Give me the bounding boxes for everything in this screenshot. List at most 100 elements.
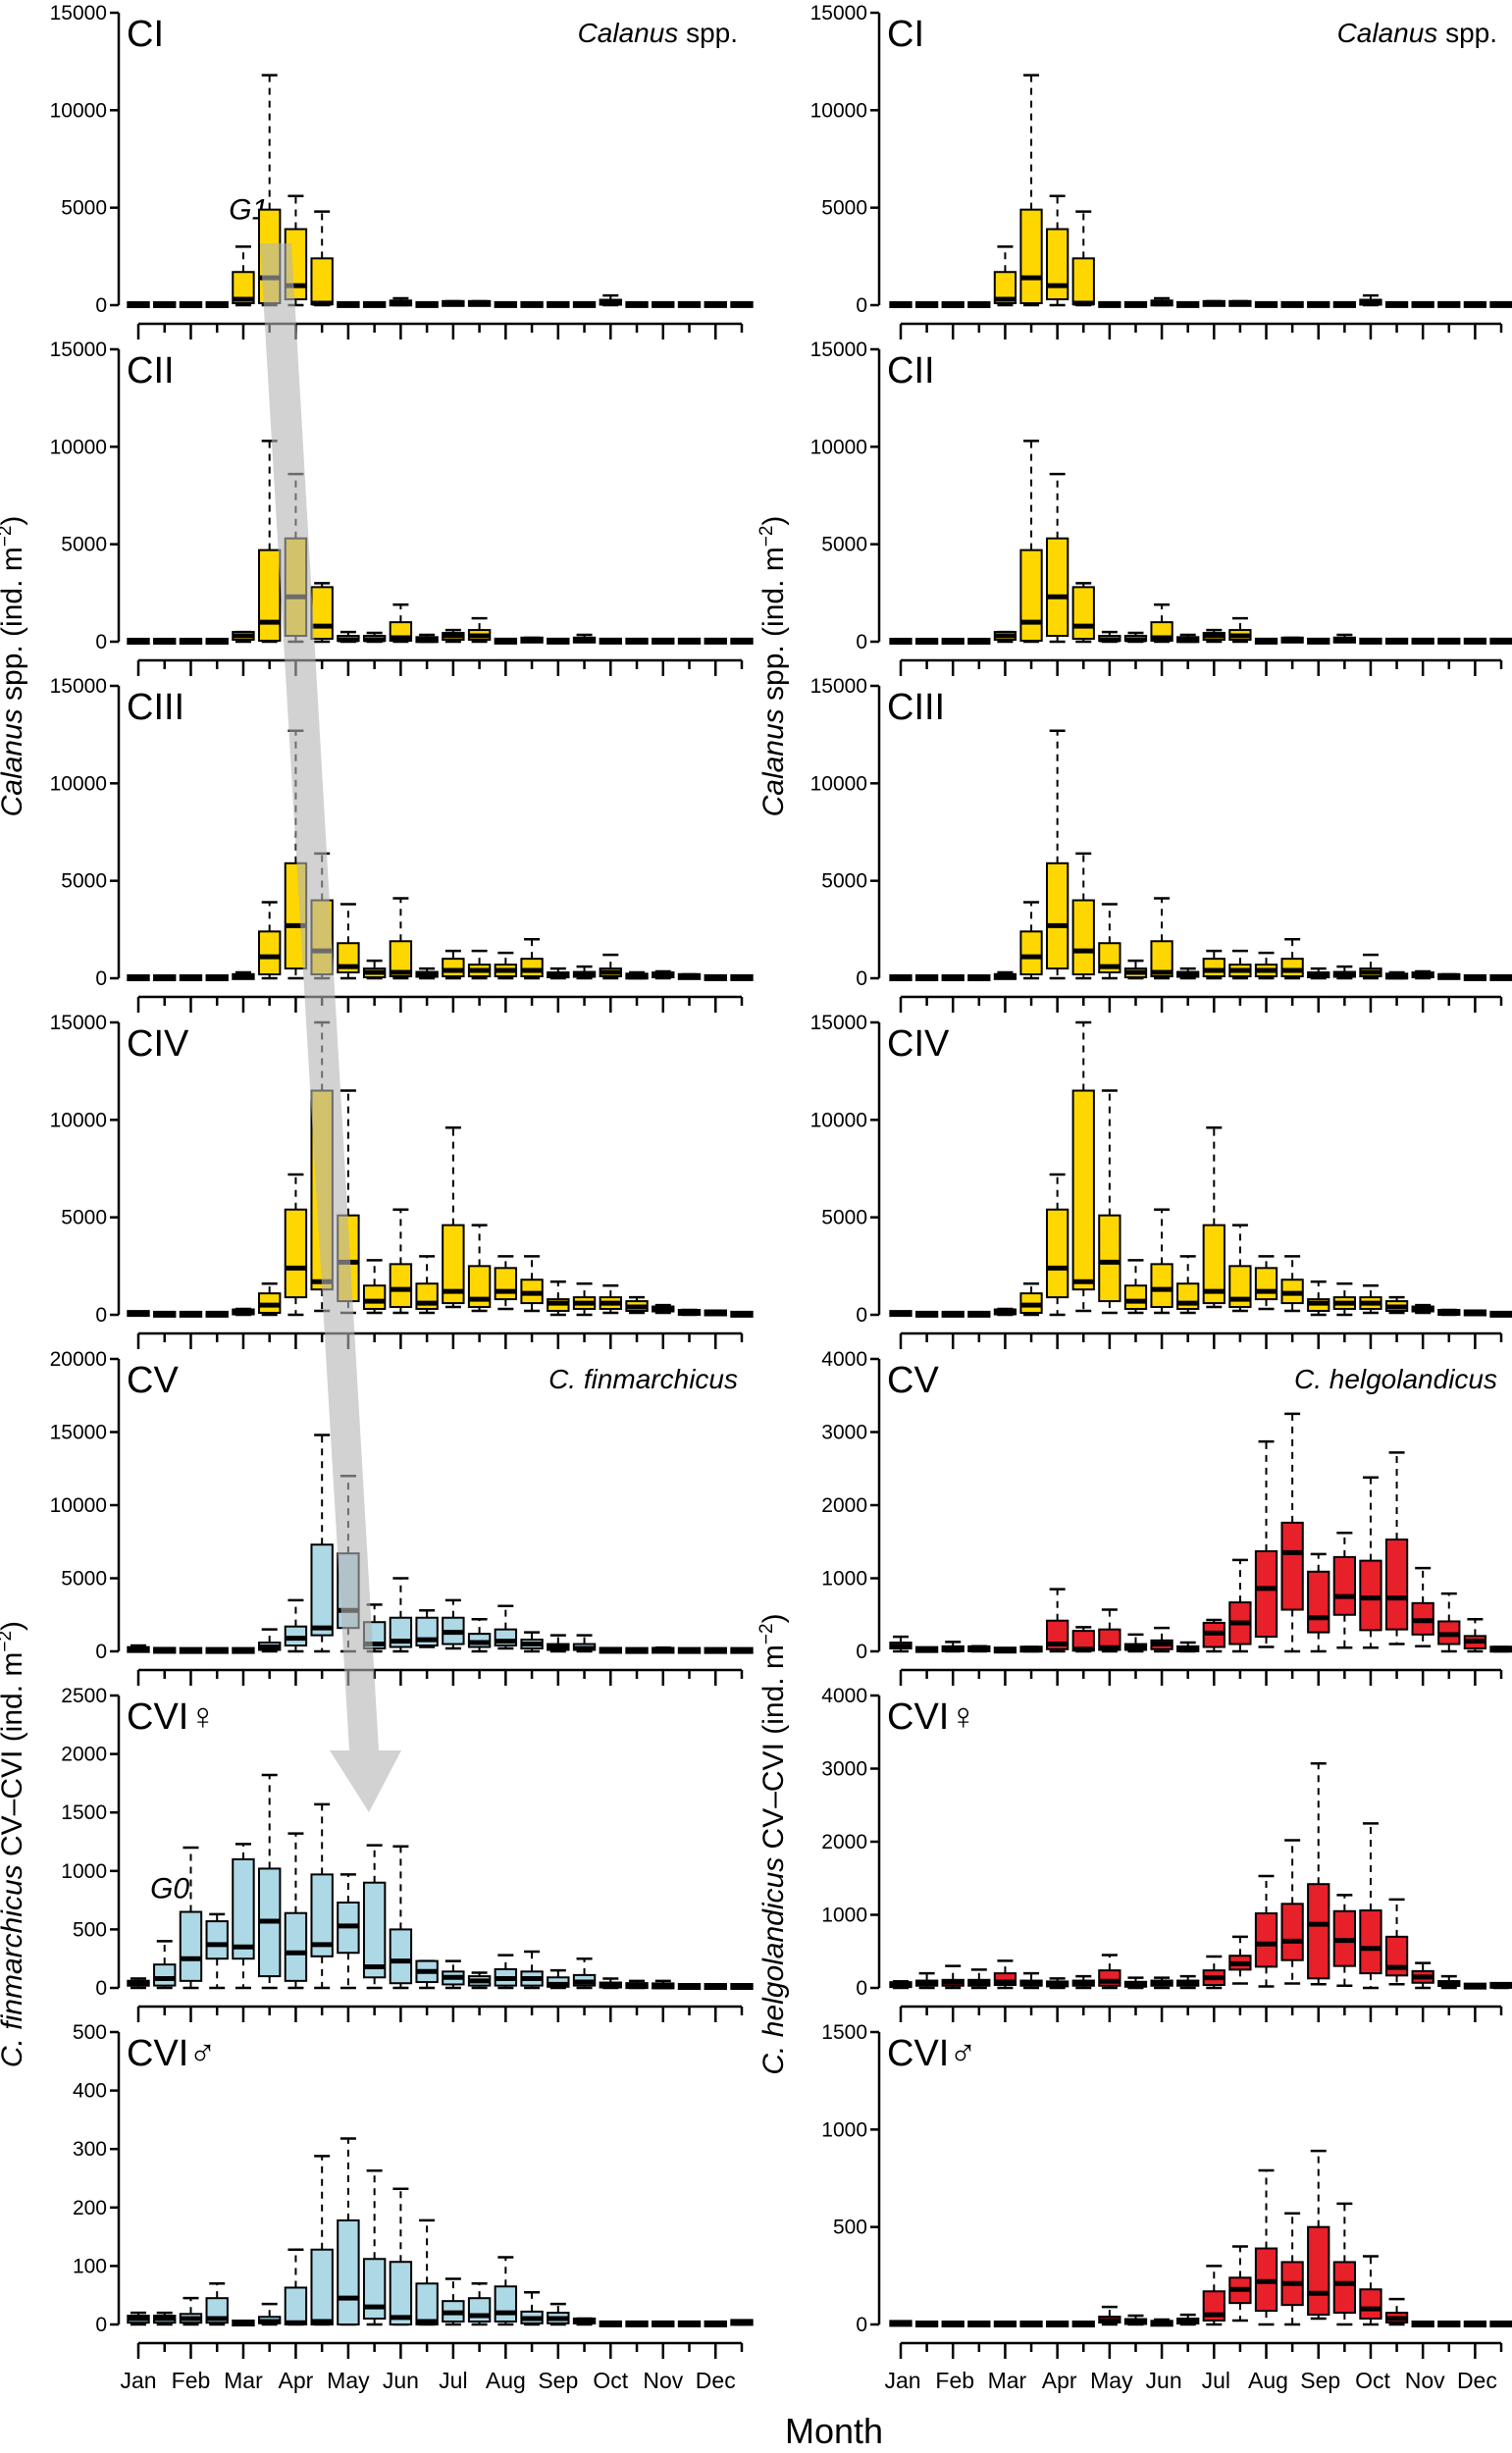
box-0 [889,1635,912,1653]
box-12 [1202,2265,1225,2326]
box-15 [520,300,544,308]
box-10 [389,603,413,644]
iqr-box [389,1263,413,1309]
box-11 [415,2218,439,2326]
box-15 [1280,1255,1304,1313]
box-14 [494,300,518,308]
box-0 [127,301,150,309]
box-6 [284,1173,308,1317]
box-19 [1384,2297,1409,2326]
y-tick-label: 0 [95,1641,107,1663]
month-label: Nov [1405,2368,1445,2393]
y-axis-title: C. finmarchicus CV–CVI (ind. m−2) [0,1621,28,2067]
month-label: Feb [935,2368,974,2393]
y-tick-label: 0 [856,1304,867,1327]
box-13 [1228,616,1252,644]
box-19 [625,1979,649,1990]
y-tick-label: 2000 [821,1494,867,1517]
box-2 [941,1964,965,1990]
box-17 [572,1957,597,1990]
iqr-box [337,2218,360,2326]
y-tick-label: 1500 [821,2021,867,2044]
y-tick-label: 0 [95,1304,107,1327]
box-1 [914,638,939,646]
box-15 [520,2290,544,2326]
box-23 [1489,2321,1512,2328]
iqr-box [1046,861,1069,970]
iqr-box [389,1928,413,1985]
box-11 [415,300,439,308]
box-20 [652,1979,675,1990]
box-18 [599,1283,623,1315]
y-tick-label: 5000 [61,1568,107,1591]
box-23 [730,1310,754,1318]
month-label: Jan [884,2368,920,2393]
box-3 [205,1646,229,1654]
box-19 [1384,1295,1409,1315]
iqr-box [362,1881,387,1979]
box-6 [284,2248,308,2326]
box-3 [967,1310,991,1318]
box-18 [1359,1283,1382,1315]
box-13 [1228,1935,1252,1985]
y-tick-label: 500 [73,1918,107,1941]
box-16 [1307,1762,1330,1986]
iqr-box [1359,2288,1382,2321]
box-20 [652,969,675,980]
y-tick-label: 5000 [61,1207,107,1229]
box-18 [599,2320,623,2327]
y-tick-label: 10000 [50,436,107,458]
box-16 [547,1968,570,1990]
box-12 [442,299,465,307]
box-11 [1176,966,1200,980]
box-11 [415,1959,439,1990]
box-0 [127,1310,150,1318]
box-8 [1098,1608,1121,1653]
iqr-box [1254,1267,1278,1301]
box-7 [310,2155,334,2326]
panel-right-CV: 0 1000 2000 3000 4000 CV C. helgolandicus [821,1348,1512,1686]
box-9 [362,2169,387,2326]
box-0 [127,1977,150,1990]
box-3 [967,974,991,982]
box-12 [1202,1126,1225,1309]
y-tick-label: 15000 [50,1012,107,1034]
box-13 [467,616,492,644]
box-22 [704,1309,727,1317]
box-22 [704,637,727,645]
box-4 [232,1646,255,1654]
box-8 [1098,1089,1121,1315]
panel-stage-label: CVI♀ [887,1696,977,1738]
iqr-box [1019,208,1043,305]
box-19 [625,1646,649,1654]
panel-right-CII: 0 5000 10000 15000 CII [810,339,1512,676]
box-18 [1359,1476,1382,1649]
box-1 [914,1971,939,1990]
species-label: C. helgolandicus [1294,1364,1497,1394]
iqr-box [362,2258,387,2321]
box-0 [127,638,150,646]
box-14 [1254,2168,1278,2326]
box-17 [1332,633,1356,644]
box-10 [389,1577,413,1653]
y-tick-label: 15000 [50,1422,107,1444]
box-17 [572,1634,597,1653]
month-label: Dec [1457,2368,1497,2393]
y-axis-title-exponent: −2 [756,1623,777,1644]
box-2 [179,1846,203,1990]
box-21 [1437,637,1461,645]
box-21 [677,637,702,645]
box-6 [1046,729,1069,980]
box-9 [1123,631,1148,644]
box-19 [625,2320,649,2327]
box-23 [730,300,754,308]
y-axis-title-taxon: C. helgolandicus [757,1857,790,2075]
box-10 [1150,1208,1173,1315]
box-1 [914,301,939,309]
box-11 [1176,300,1200,308]
box-12 [442,1598,465,1650]
box-6 [1046,472,1069,644]
box-1 [153,638,177,646]
box-18 [1359,293,1382,307]
